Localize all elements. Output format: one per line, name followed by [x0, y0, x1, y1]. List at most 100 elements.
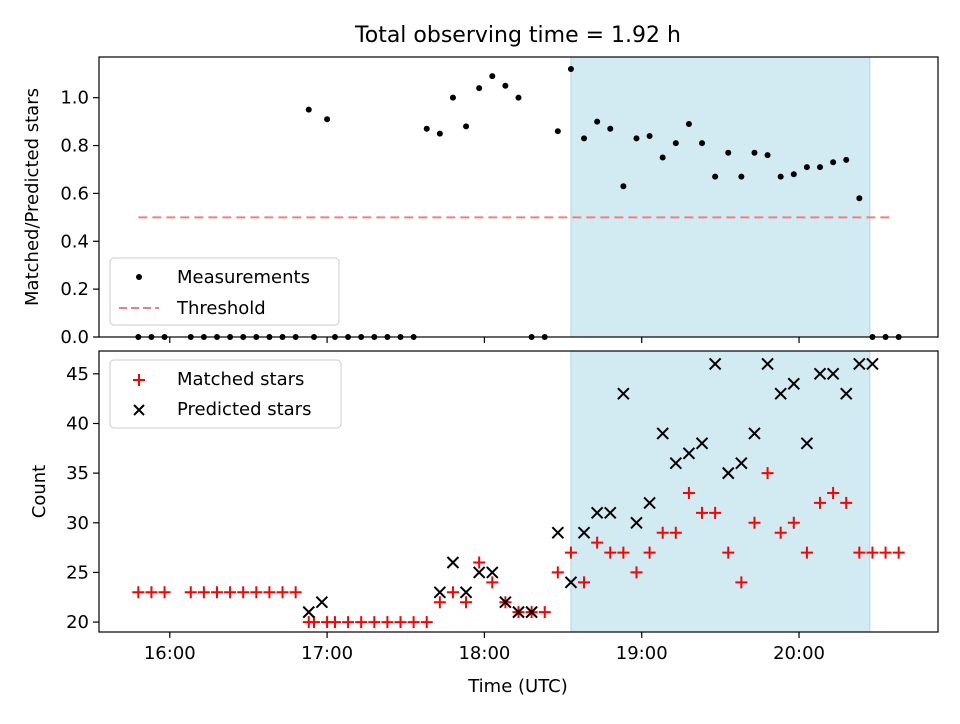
measurement-point	[830, 159, 837, 166]
matched-star-point	[879, 546, 892, 559]
matched-star-point	[892, 546, 905, 559]
predicted-star-point	[761, 357, 774, 371]
matched-star-point	[210, 586, 223, 599]
predicted-star-point	[446, 556, 460, 569]
measurement-point	[790, 171, 797, 178]
legend-label-matched: Matched stars	[177, 369, 304, 390]
matched-star-point	[394, 616, 407, 629]
matched-star-point	[473, 556, 486, 569]
matched-star-point	[158, 586, 171, 599]
matched-star-point	[696, 506, 709, 519]
matched-star-point	[814, 496, 827, 509]
top-panel: 0.0 0.2 0.4 0.6 0.8 1.0 Matched/Predicted sta…	[22, 56, 939, 348]
measurement-point	[489, 73, 496, 80]
x-axis-label: Time (UTC)	[467, 676, 568, 697]
measurement-point	[567, 65, 574, 72]
matched-star-point	[328, 616, 341, 629]
measurement-point	[554, 128, 561, 135]
predicted-star-point	[840, 387, 853, 400]
predicted-star-point	[315, 596, 329, 609]
predicted-star-point	[590, 506, 604, 520]
top-y-axis: 0.0 0.2 0.4 0.6 0.8 1.0	[60, 88, 99, 348]
predicted-star-point	[472, 566, 486, 579]
measurement-point	[423, 125, 430, 132]
measurement-point	[803, 164, 810, 171]
bottom-y-axis: 20 25 30 35 40 45	[66, 364, 99, 633]
measurement-point	[594, 118, 601, 125]
predicted-star-point	[643, 496, 656, 510]
matched-star-point	[578, 576, 591, 589]
measurement-point	[751, 149, 758, 156]
legend-label-measurements: Measurements	[177, 267, 310, 288]
predicted-star-point	[735, 456, 748, 470]
measurement-point	[738, 173, 745, 180]
matched-star-point	[787, 516, 800, 529]
matched-star-point	[433, 596, 446, 609]
y-tick-label: 45	[66, 364, 89, 385]
x-tick-label: 16:00	[144, 643, 196, 664]
bottom-axes-frame	[98, 350, 939, 633]
matched-star-point	[307, 616, 320, 629]
matched-star-point	[669, 526, 682, 539]
measurement-point	[725, 149, 732, 156]
predicted-star-point	[577, 526, 591, 539]
y-tick-label: 1.0	[60, 88, 89, 109]
observing-span	[570, 350, 871, 633]
matched-star-point	[407, 616, 420, 629]
measurement-point	[777, 173, 784, 180]
predicted-star-point	[695, 437, 709, 450]
predicted-star-point	[800, 437, 814, 450]
matched-star-point	[538, 606, 551, 619]
matched-star-point	[250, 586, 263, 599]
matched-star-point	[630, 566, 643, 579]
measurement-point	[817, 164, 824, 171]
matched-star-point	[551, 566, 564, 579]
matched-star-point	[420, 616, 433, 629]
measurement-point	[843, 156, 850, 163]
matched-star-point	[617, 546, 630, 559]
measurement-point	[712, 173, 719, 180]
matched-star-point	[827, 486, 840, 499]
measurement-point	[764, 152, 771, 159]
y-tick-label: 0.6	[60, 183, 89, 204]
measurement-point	[436, 130, 443, 137]
predicted-star-point	[551, 526, 565, 539]
matched-star-points	[132, 467, 905, 629]
y-tick-label: 25	[66, 562, 89, 583]
predicted-star-point	[669, 456, 683, 470]
predicted-star-point	[564, 576, 578, 589]
matched-star-point	[722, 546, 735, 559]
matched-star-point	[486, 576, 499, 589]
predicted-star-point	[604, 506, 617, 520]
y-tick-label: 0.4	[60, 231, 89, 252]
matched-star-point	[237, 586, 250, 599]
y-tick-label: 40	[66, 413, 89, 434]
predicted-star-point	[525, 605, 538, 619]
matched-star-point	[276, 586, 289, 599]
predicted-star-point	[499, 596, 512, 609]
measurement-point	[305, 106, 312, 113]
observing-span	[570, 56, 871, 338]
predicted-star-point	[708, 357, 722, 371]
predicted-star-point	[866, 357, 879, 371]
matched-star-point	[761, 467, 774, 480]
y-tick-label: 0.0	[60, 327, 89, 348]
bottom-legend: Matched stars Predicted stars	[109, 359, 342, 429]
matched-star-point	[197, 586, 210, 599]
measurement-point	[856, 195, 863, 202]
predicted-star-point	[302, 605, 315, 619]
matched-star-point	[682, 486, 695, 499]
predicted-star-point	[722, 466, 735, 480]
chart-title: Total observing time = 1.92 h	[354, 23, 681, 48]
legend-marker-matched	[133, 374, 145, 386]
measurement-point	[685, 121, 692, 128]
x-tick-label: 20:00	[773, 643, 825, 664]
matched-star-point	[866, 546, 879, 559]
matched-star-point	[289, 586, 302, 599]
legend-label-threshold: Threshold	[176, 298, 266, 319]
predicted-star-point	[512, 605, 525, 619]
matched-star-point	[368, 616, 381, 629]
legend-marker-predicted	[133, 404, 145, 416]
top-legend: Measurements Threshold	[109, 257, 340, 326]
